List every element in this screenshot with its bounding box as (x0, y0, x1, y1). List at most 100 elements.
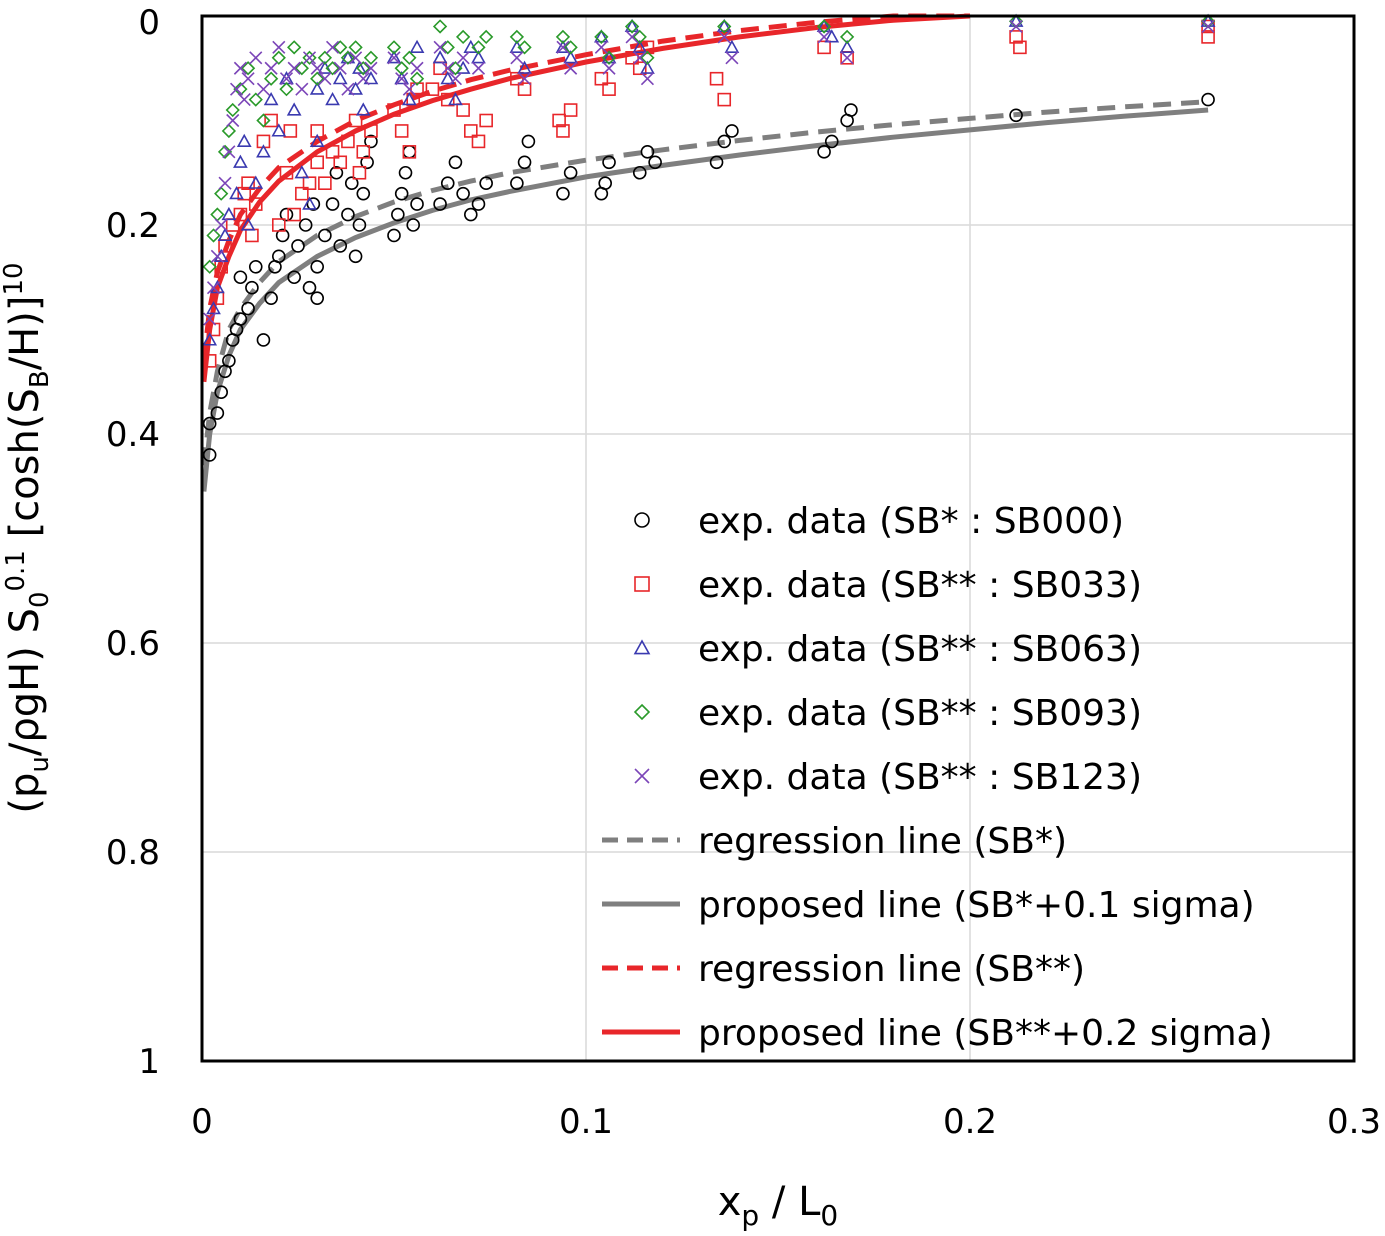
data-point-circle (602, 155, 616, 170)
data-point-diamond (440, 40, 455, 55)
data-point-triangle (332, 71, 348, 85)
data-point-circle (329, 165, 344, 180)
data-point-diamond (210, 207, 225, 222)
data-point-circle (271, 249, 286, 264)
data-point-triangle (286, 102, 302, 116)
data-point-triangle (440, 71, 456, 85)
data-point-triangle (352, 60, 367, 74)
data-point-square (387, 103, 401, 117)
data-point-cross (206, 281, 221, 295)
data-point-circle (256, 333, 271, 347)
data-point-cross (633, 51, 647, 65)
legend-label: proposed line (SB*+0.1 sigma) (698, 885, 1255, 926)
data-point-diamond (279, 82, 294, 97)
data-point-circle (318, 228, 332, 243)
data-point-square (245, 228, 259, 243)
data-point-circle (598, 176, 613, 190)
data-point-diamond (402, 50, 417, 65)
data-point-cross (448, 72, 463, 86)
data-point-square (640, 40, 655, 55)
data-point-circle (709, 155, 724, 170)
data-point-cross (279, 72, 294, 86)
data-point-square (352, 165, 367, 180)
data-point-cross (237, 93, 251, 107)
data-point-triangle (263, 91, 279, 106)
data-point-square (517, 82, 532, 96)
data-point-circle (448, 155, 463, 170)
data-point-square (556, 124, 570, 138)
data-point-circle (632, 165, 647, 180)
data-point-triangle (716, 18, 732, 33)
legend-label: exp. data (SB** : SB123) (698, 757, 1142, 798)
data-point-triangle (563, 50, 578, 64)
data-point-circle (640, 145, 655, 159)
data-point-triangle (309, 133, 325, 147)
data-point-square (817, 40, 831, 55)
data-point-triangle (409, 39, 425, 53)
data-point-cross (222, 145, 236, 159)
data-point-circle (298, 218, 313, 232)
data-point-square (241, 176, 255, 190)
data-point-diamond (448, 61, 463, 76)
data-point-cross (302, 51, 317, 65)
data-point-cross (233, 61, 247, 75)
data-point-circle (348, 249, 363, 264)
data-point-triangle (340, 50, 356, 64)
data-point-circle (824, 134, 839, 149)
data-point-triangle (363, 71, 379, 85)
data-point-square (341, 134, 355, 149)
data-point-triangle (302, 196, 317, 210)
legend-label: exp. data (SB** : SB033) (698, 565, 1142, 606)
data-point-cross (441, 61, 455, 75)
data-point-cross (364, 61, 378, 75)
data-point-circle (344, 176, 359, 190)
legend-label: regression line (SB*) (698, 821, 1067, 862)
data-point-cross (249, 51, 263, 65)
data-point-cross (226, 113, 240, 128)
series-lines (201, 13, 1209, 492)
legend-label: exp. data (SB** : SB093) (698, 693, 1142, 734)
data-point-diamond (240, 61, 256, 76)
data-point-triangle (640, 60, 655, 74)
data-point-diamond (356, 61, 371, 76)
data-point-triangle (233, 154, 248, 168)
data-point-cross (333, 61, 347, 75)
data-point-circle (406, 218, 421, 232)
data-point-cross (517, 72, 532, 86)
data-point-diamond (333, 40, 348, 55)
data-point-triangle (309, 81, 325, 95)
data-point-cross (210, 249, 224, 263)
data-point-cross (214, 218, 228, 232)
data-point-cross (395, 72, 409, 86)
data-point-diamond (225, 102, 240, 118)
data-point-diamond (640, 50, 655, 65)
plot-frame (200, 14, 1356, 1063)
data-point-diamond (206, 228, 221, 243)
x-tick-label: 0.1 (559, 1102, 613, 1142)
data-point-diamond (509, 29, 525, 45)
data-point-diamond (839, 29, 855, 45)
data-point-cross (256, 82, 271, 96)
data-point-square (402, 145, 417, 159)
data-point-circle (333, 239, 348, 253)
data-point-square (563, 103, 578, 117)
data-point-circle (302, 280, 317, 295)
data-point-square (233, 207, 248, 222)
data-point-cross (349, 51, 363, 65)
data-point-triangle (594, 29, 609, 43)
y-tick-label: 0.6 (106, 624, 160, 664)
data-point-square (310, 155, 325, 170)
data-point-circle (402, 145, 417, 159)
data-point-circle (360, 155, 374, 170)
legend-marker (634, 768, 650, 784)
data-point-diamond (601, 50, 617, 65)
data-point-diamond (294, 61, 309, 76)
data-point-cross (229, 82, 244, 96)
data-point-circle (433, 197, 447, 211)
data-point-square (279, 165, 294, 180)
data-point-circle (510, 176, 524, 190)
data-point-circle (275, 228, 290, 243)
data-point-cross (594, 40, 608, 54)
data-point-square (602, 82, 616, 96)
